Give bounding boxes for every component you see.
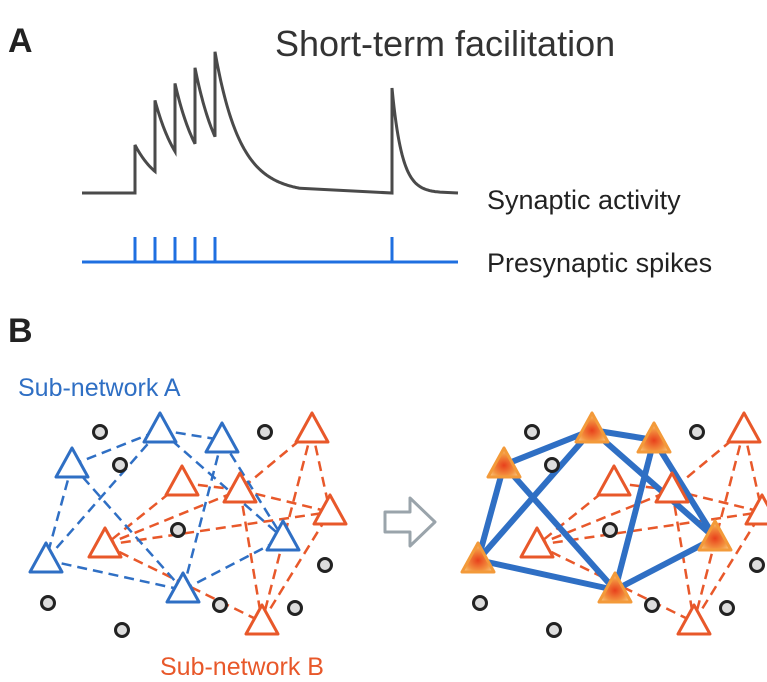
neuron bbox=[89, 528, 121, 557]
neuron bbox=[604, 524, 617, 537]
neuron bbox=[114, 459, 127, 472]
neuron bbox=[94, 426, 107, 439]
panel-label: B bbox=[8, 312, 33, 350]
neuron bbox=[598, 466, 630, 495]
spike-label: Presynaptic spikes bbox=[487, 248, 712, 278]
neuron bbox=[746, 495, 767, 524]
neuron bbox=[56, 448, 88, 477]
neuron bbox=[521, 528, 553, 557]
neuron bbox=[259, 426, 272, 439]
neuron bbox=[678, 605, 710, 634]
neuron bbox=[319, 559, 332, 572]
subnetwork-label: Sub-network A bbox=[18, 374, 181, 402]
neuron bbox=[289, 602, 302, 615]
neuron bbox=[172, 524, 185, 537]
subnetwork-label: Sub-network B bbox=[160, 653, 324, 681]
arrow bbox=[385, 498, 435, 546]
neuron bbox=[548, 624, 561, 637]
neuron bbox=[296, 413, 328, 442]
edge bbox=[615, 440, 654, 590]
figure: A Short-term facilitation Synaptic activ… bbox=[0, 0, 767, 682]
neuron bbox=[751, 559, 764, 572]
page: A Short-term facilitation Synaptic activ… bbox=[0, 0, 767, 682]
neuron bbox=[691, 426, 704, 439]
neuron bbox=[246, 605, 278, 634]
synaptic-trace bbox=[82, 52, 458, 193]
neuron bbox=[214, 599, 227, 612]
neuron bbox=[721, 602, 734, 615]
neuron bbox=[144, 413, 176, 442]
neuron bbox=[646, 599, 659, 612]
neuron bbox=[728, 413, 760, 442]
neuron bbox=[267, 521, 299, 550]
edge bbox=[105, 490, 240, 545]
neuron bbox=[474, 597, 487, 610]
edge bbox=[537, 490, 672, 545]
neuron bbox=[526, 426, 539, 439]
panel-label: A bbox=[8, 22, 33, 60]
edge bbox=[183, 440, 222, 590]
neuron bbox=[576, 413, 608, 442]
panel-title: Short-term facilitation bbox=[275, 23, 615, 64]
trace-label: Synaptic activity bbox=[487, 185, 681, 215]
neuron bbox=[546, 459, 559, 472]
edge bbox=[46, 560, 183, 590]
neuron bbox=[166, 466, 198, 495]
edge bbox=[72, 465, 183, 590]
neuron bbox=[42, 597, 55, 610]
neuron bbox=[116, 624, 129, 637]
